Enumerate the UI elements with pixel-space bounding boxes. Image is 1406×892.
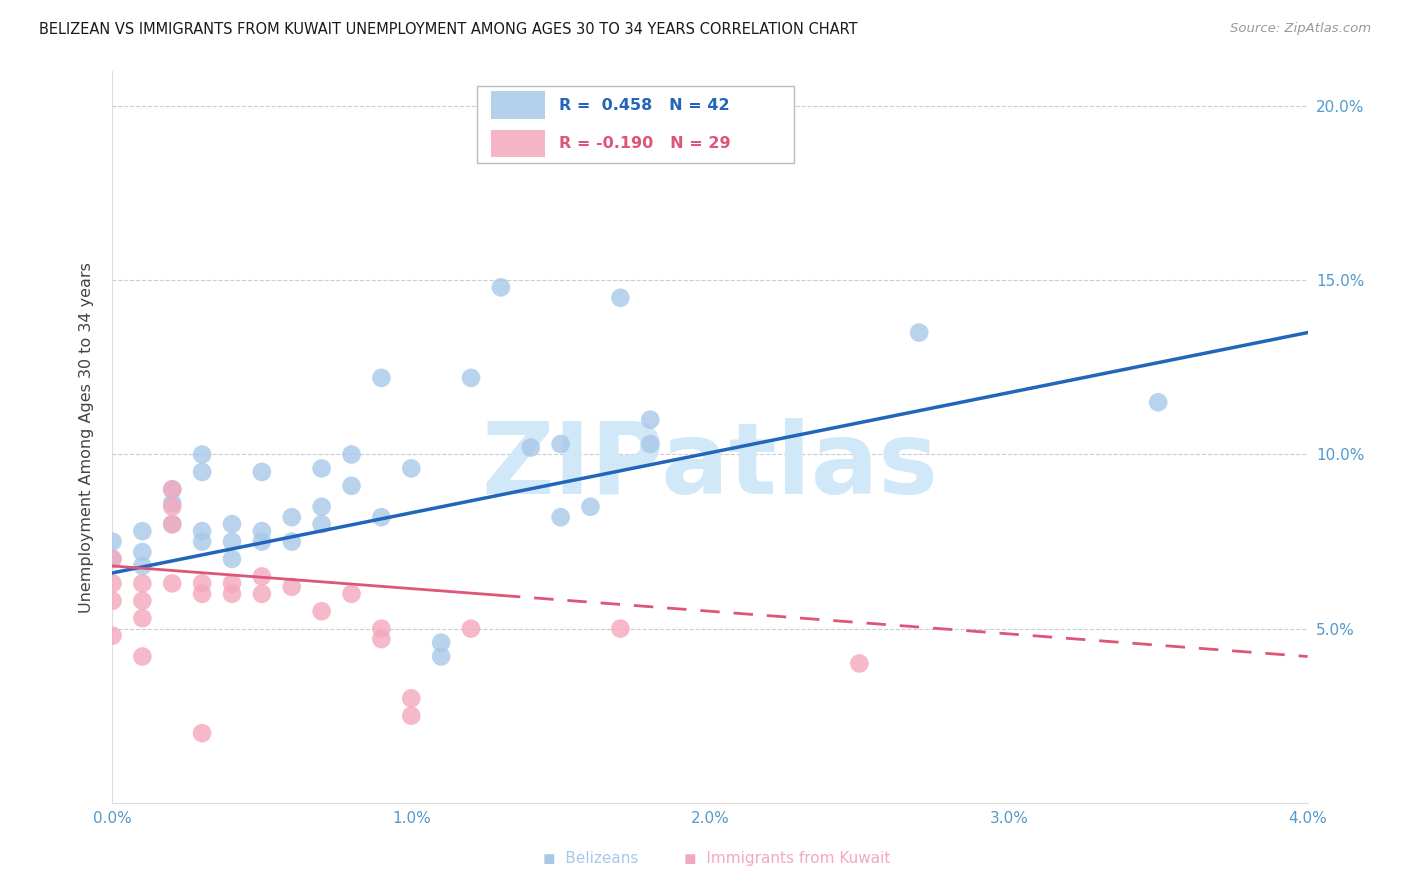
Point (162, 517, 183, 532)
Text: ◼  Belizeans: ◼ Belizeans (543, 851, 638, 865)
Point (191, 524, 214, 538)
Point (370, 510, 392, 524)
Point (162, 496, 183, 510)
Point (221, 517, 243, 532)
Point (340, 479, 363, 493)
Text: R =  0.458   N = 42: R = 0.458 N = 42 (560, 98, 730, 112)
Point (1147, 395, 1170, 409)
Point (131, 524, 153, 538)
Point (699, 134, 721, 148)
Point (101, 552, 124, 566)
Text: Source: ZipAtlas.com: Source: ZipAtlas.com (1230, 22, 1371, 36)
Point (370, 632, 392, 646)
Point (131, 545, 153, 559)
Point (191, 587, 214, 601)
Point (131, 558, 153, 573)
Point (311, 461, 333, 475)
Point (340, 448, 363, 462)
Point (221, 552, 243, 566)
Point (162, 517, 183, 532)
Point (221, 576, 243, 591)
Point (221, 587, 243, 601)
Point (191, 448, 214, 462)
Text: ◼  Immigrants from Kuwait: ◼ Immigrants from Kuwait (685, 851, 890, 865)
Point (162, 500, 183, 514)
Point (640, 412, 662, 426)
Point (281, 580, 304, 594)
Point (520, 441, 543, 455)
Point (191, 726, 214, 740)
Point (250, 587, 273, 601)
Point (101, 552, 124, 566)
Point (250, 534, 273, 549)
Point (430, 635, 453, 649)
Point (848, 657, 870, 671)
Point (191, 576, 214, 591)
Point (311, 517, 333, 532)
Point (131, 594, 153, 608)
Point (101, 576, 124, 591)
Point (489, 280, 512, 294)
Point (162, 483, 183, 497)
Point (640, 437, 662, 451)
Point (430, 649, 453, 664)
Point (191, 534, 214, 549)
Point (162, 483, 183, 497)
Text: R = -0.190   N = 29: R = -0.190 N = 29 (560, 136, 731, 151)
Point (401, 461, 423, 475)
Point (101, 534, 124, 549)
Point (162, 576, 183, 591)
Point (131, 611, 153, 625)
Point (579, 500, 602, 514)
Point (550, 510, 572, 524)
Point (101, 629, 124, 643)
Point (221, 534, 243, 549)
Point (609, 291, 631, 305)
Point (281, 510, 304, 524)
Text: BELIZEAN VS IMMIGRANTS FROM KUWAIT UNEMPLOYMENT AMONG AGES 30 TO 34 YEARS CORREL: BELIZEAN VS IMMIGRANTS FROM KUWAIT UNEMP… (39, 22, 858, 37)
FancyBboxPatch shape (491, 129, 546, 158)
Point (370, 622, 392, 636)
Point (401, 708, 423, 723)
Point (609, 622, 631, 636)
Text: ZIPatlas: ZIPatlas (482, 417, 938, 515)
Point (250, 524, 273, 538)
Point (311, 500, 333, 514)
Point (131, 576, 153, 591)
Point (460, 622, 482, 636)
Point (250, 569, 273, 583)
FancyBboxPatch shape (477, 86, 794, 163)
Point (281, 534, 304, 549)
Point (550, 437, 572, 451)
Y-axis label: Unemployment Among Ages 30 to 34 years: Unemployment Among Ages 30 to 34 years (79, 261, 94, 613)
Point (908, 326, 931, 340)
Point (460, 371, 482, 385)
Point (401, 691, 423, 706)
Point (250, 465, 273, 479)
Point (131, 649, 153, 664)
Point (370, 371, 392, 385)
FancyBboxPatch shape (491, 91, 546, 120)
Point (191, 465, 214, 479)
Point (101, 594, 124, 608)
Point (340, 587, 363, 601)
Point (311, 604, 333, 618)
